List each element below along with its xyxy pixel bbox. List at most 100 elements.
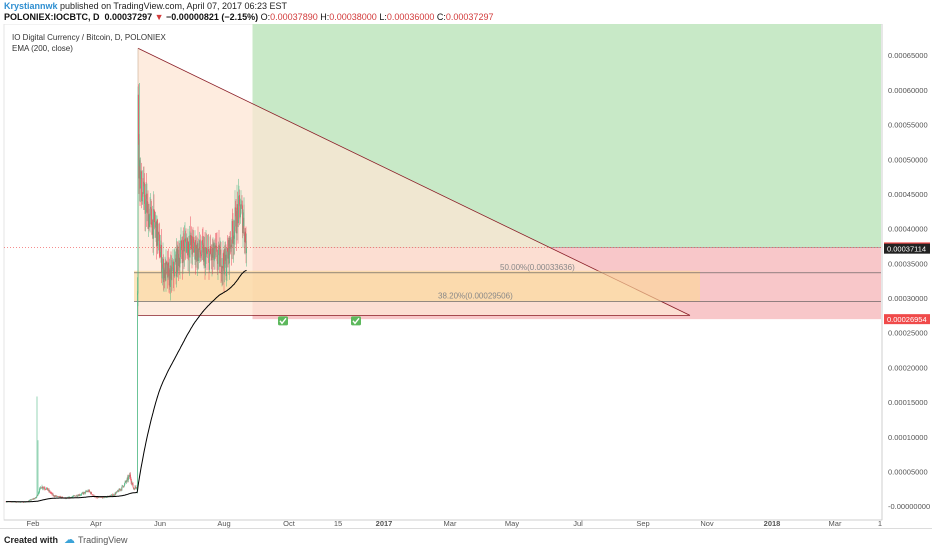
candle-body — [148, 214, 149, 229]
candle-body — [153, 209, 155, 211]
candle-body — [158, 232, 159, 235]
candle-body — [183, 240, 184, 247]
candle-body — [42, 486, 43, 489]
candle-body — [235, 207, 237, 232]
candle-body — [132, 482, 133, 484]
candle-body — [36, 496, 37, 498]
candle-body — [49, 490, 50, 492]
checkmark-badge — [278, 316, 288, 326]
candle-body — [219, 253, 221, 267]
candle-body — [111, 495, 112, 496]
price-tag-label: 0.00026954 — [887, 315, 927, 324]
candle-body — [227, 248, 228, 252]
candle-body — [77, 496, 78, 497]
candle-body — [77, 495, 79, 497]
candle-body — [140, 171, 142, 174]
candle-body — [238, 195, 240, 197]
candle-body — [195, 240, 196, 260]
candle-body — [34, 498, 36, 499]
candle-body — [184, 238, 186, 240]
candle-body — [157, 219, 158, 246]
candle-body — [33, 498, 35, 500]
tradingview-brand[interactable]: TradingView — [78, 534, 128, 545]
author-link[interactable]: Krystiannwk — [4, 1, 58, 11]
price-axis[interactable]: 0.00065000 0.00060000 0.00055000 0.00050000… — [881, 24, 930, 520]
candle-body — [109, 495, 111, 497]
candle-body — [141, 200, 143, 202]
candle-body — [178, 253, 179, 266]
candle-body — [207, 251, 208, 254]
candle-body — [101, 497, 103, 498]
candle-body — [159, 234, 160, 257]
candle-body — [197, 243, 199, 262]
candle-body — [200, 252, 201, 255]
candle-body — [31, 499, 32, 501]
candle-body — [160, 244, 162, 252]
candle-body — [53, 495, 55, 497]
candle-body — [212, 247, 213, 258]
candle-body — [87, 490, 89, 492]
candle-body — [98, 497, 99, 498]
candle-body — [15, 501, 16, 503]
candle-body — [141, 171, 142, 201]
overlay-group — [4, 247, 882, 326]
candle-body — [18, 502, 20, 503]
candle-body — [132, 483, 134, 488]
candle-body — [216, 246, 218, 262]
last-price: 0.00037297 — [104, 12, 153, 22]
candle-body — [55, 495, 56, 497]
candle-body — [114, 495, 115, 496]
candle-body — [149, 215, 150, 227]
candle-body — [61, 496, 63, 499]
candle-body — [204, 247, 206, 268]
candle-body — [59, 496, 60, 498]
candle-body — [173, 273, 175, 277]
price-tag-box — [884, 243, 930, 254]
candle-body — [220, 249, 222, 273]
candle-body — [225, 254, 227, 277]
price-tick-label: 0.00055000 — [888, 121, 928, 130]
candle-body — [135, 486, 136, 488]
candle-body — [229, 237, 230, 264]
candle-body — [92, 494, 93, 496]
time-tick-label: Jul — [573, 519, 583, 528]
time-tick-label: 1 — [878, 519, 882, 528]
time-tick-label: Mar — [829, 519, 842, 528]
candle-body — [121, 488, 122, 490]
candle-body — [142, 192, 144, 194]
candle-body — [161, 244, 162, 273]
time-axis[interactable]: Feb Apr Jun Aug Oct 15 2017 Mar May Jul Sep Nov 2018… — [4, 519, 882, 528]
candle-body — [167, 263, 168, 278]
candle-body — [152, 219, 153, 235]
candle-body — [218, 245, 220, 246]
candle-body — [198, 248, 200, 250]
price-tick-label: 0.00045000 — [888, 190, 928, 199]
candle-body — [122, 485, 124, 487]
candle-body — [136, 487, 137, 489]
candle-body — [164, 262, 166, 278]
candle-body — [14, 501, 16, 503]
candle-body — [110, 495, 111, 497]
candle-body — [190, 235, 192, 246]
candle-body — [53, 495, 54, 496]
candle-body — [73, 495, 75, 497]
down-arrow-icon: ▼ — [154, 12, 164, 22]
candle-body — [191, 248, 193, 255]
candle-body — [33, 498, 34, 500]
candle-body — [86, 491, 87, 492]
candle-body — [20, 502, 21, 503]
candle-body — [226, 267, 227, 277]
open-label: O: — [260, 12, 271, 22]
candle-body — [211, 254, 212, 261]
candle-body — [41, 486, 43, 489]
price-chart[interactable]: 50.00%(0.00033636) 38.20%(0.00029506) 0.0… — [0, 24, 932, 528]
candle-body — [105, 497, 107, 498]
candle-body — [236, 204, 238, 234]
candle-body — [139, 160, 141, 189]
candle-body — [52, 493, 53, 495]
candle-body — [69, 496, 71, 498]
candle-body — [120, 489, 121, 491]
candle-body — [117, 490, 119, 492]
candle-body — [244, 233, 245, 243]
candle-body — [224, 248, 225, 275]
